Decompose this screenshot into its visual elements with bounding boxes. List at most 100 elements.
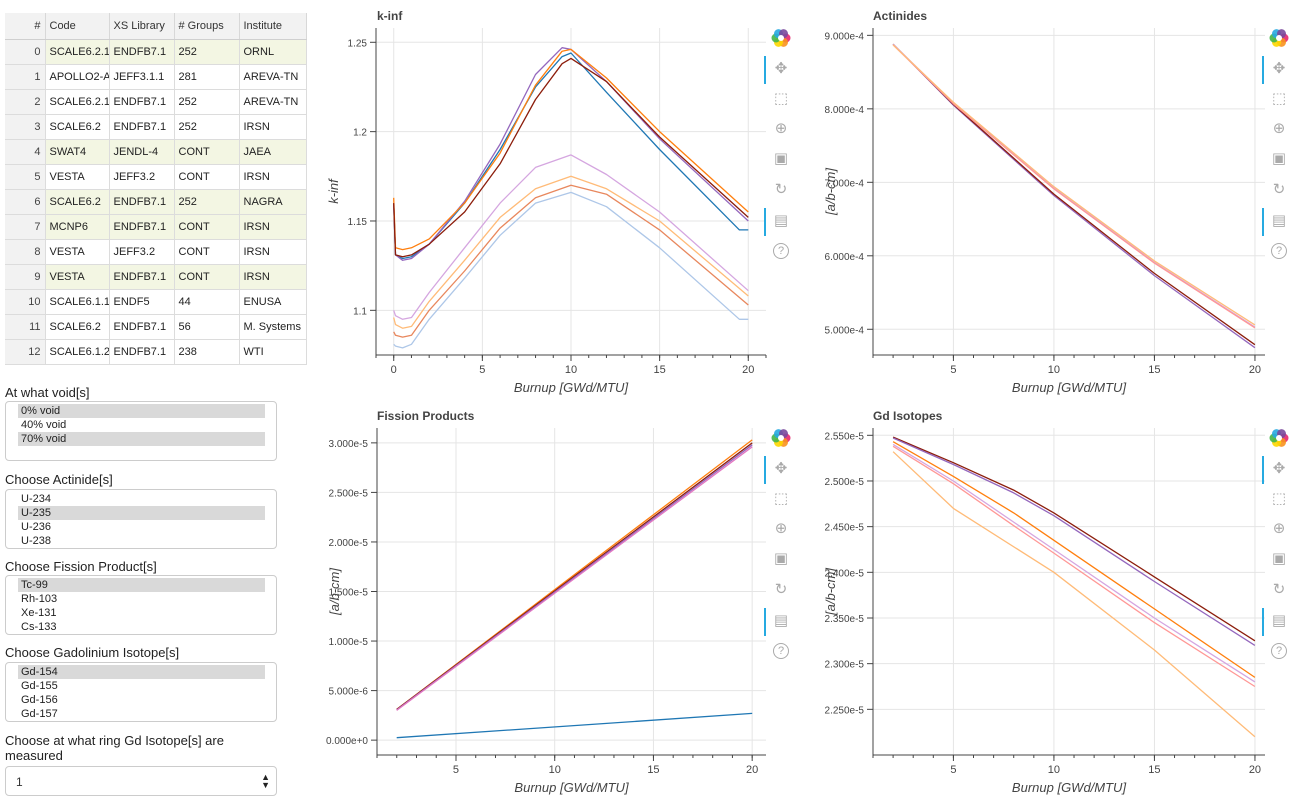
row-index-cell[interactable]: 10 xyxy=(5,289,46,315)
table-row[interactable]: 4 SWAT4 JENDL-4 CONT JAEA xyxy=(5,139,307,165)
institute-cell[interactable]: IRSN xyxy=(239,264,307,290)
groups-cell[interactable]: 44 xyxy=(174,289,240,315)
code-cell[interactable]: SCALE6.2.1 xyxy=(45,89,110,115)
groups-cell[interactable]: 281 xyxy=(174,64,240,90)
header-xs-library[interactable]: XS Library xyxy=(109,13,175,40)
code-cell[interactable]: SCALE6.2 xyxy=(45,114,110,140)
row-index-cell[interactable]: 2 xyxy=(5,89,46,115)
code-cell[interactable]: VESTA xyxy=(45,264,110,290)
row-index-cell[interactable]: 7 xyxy=(5,214,46,240)
institute-cell[interactable]: M. Systems xyxy=(239,314,307,340)
series-line[interactable] xyxy=(393,154,749,320)
wheel-zoom-icon[interactable]: ⊕ xyxy=(1272,120,1286,137)
box-zoom-icon[interactable]: ⬚ xyxy=(1271,90,1287,107)
table-row[interactable]: 12 SCALE6.1.2 ENDFB7.1 238 WTI xyxy=(5,339,307,365)
series-line[interactable] xyxy=(393,184,749,338)
institute-cell[interactable]: AREVA-TN xyxy=(239,89,307,115)
institute-cell[interactable]: ENUSA xyxy=(239,289,307,315)
table-row[interactable]: 1 APOLLO2-A JEFF3.1.1 281 AREVA-TN xyxy=(5,64,307,90)
code-cell[interactable]: VESTA xyxy=(45,164,110,190)
institute-cell[interactable]: JAEA xyxy=(239,139,307,165)
save-icon[interactable]: ▣ xyxy=(773,150,789,167)
series-line[interactable] xyxy=(892,451,1256,738)
xs-library-cell[interactable]: ENDFB7.1 xyxy=(109,189,175,215)
institute-cell[interactable]: WTI xyxy=(239,339,307,365)
pan-icon[interactable]: ✥ xyxy=(1262,456,1292,484)
ring-select[interactable]: 1 ▲ ▼ xyxy=(5,766,277,796)
box-zoom-icon[interactable]: ⬚ xyxy=(1271,490,1287,507)
code-cell[interactable]: MCNP6 xyxy=(45,214,110,240)
reset-icon[interactable]: ↻ xyxy=(774,181,788,198)
row-index-cell[interactable]: 12 xyxy=(5,339,46,365)
select-option[interactable]: U-236 xyxy=(21,521,51,533)
select-option[interactable]: Gd-154 xyxy=(18,665,265,679)
void-multiselect[interactable]: 0% void 40% void 70% void xyxy=(5,401,277,461)
select-option[interactable]: 70% void xyxy=(18,432,265,446)
select-option[interactable]: U-235 xyxy=(18,506,265,520)
code-cell[interactable]: SCALE6.2 xyxy=(45,189,110,215)
xs-library-cell[interactable]: JENDL-4 xyxy=(109,139,175,165)
hover-icon[interactable]: ▤ xyxy=(764,608,794,636)
box-zoom-icon[interactable]: ⬚ xyxy=(773,90,789,107)
groups-cell[interactable]: CONT xyxy=(174,264,240,290)
xs-library-cell[interactable]: JEFF3.2 xyxy=(109,164,175,190)
table-row[interactable]: 8 VESTA JEFF3.2 CONT IRSN xyxy=(5,239,307,265)
row-index-cell[interactable]: 8 xyxy=(5,239,46,265)
pan-icon[interactable]: ✥ xyxy=(764,456,794,484)
series-line[interactable] xyxy=(892,437,1256,646)
actinides-plot[interactable]: Actinides 5 10 15 20 5.000e-4 6.000e-4 7.000e-… xyxy=(796,0,1304,403)
help-icon[interactable]: ? xyxy=(1266,639,1292,663)
table-row[interactable]: 0 SCALE6.2.1 ENDFB7.1 252 ORNL xyxy=(5,39,307,65)
xs-library-cell[interactable]: JEFF3.1.1 xyxy=(109,64,175,90)
series-line[interactable] xyxy=(892,443,1256,683)
code-cell[interactable]: SCALE6.2.1 xyxy=(45,39,110,65)
series-line[interactable] xyxy=(892,43,1256,328)
pan-icon[interactable]: ✥ xyxy=(1262,56,1292,84)
actinide-multiselect[interactable]: U-234 U-235 U-236 U-238 xyxy=(5,489,277,549)
groups-cell[interactable]: CONT xyxy=(174,214,240,240)
help-icon[interactable]: ? xyxy=(1266,239,1292,263)
save-icon[interactable]: ▣ xyxy=(773,550,789,567)
series-line[interactable] xyxy=(393,175,749,329)
series-line[interactable] xyxy=(892,441,1256,678)
groups-cell[interactable]: 252 xyxy=(174,89,240,115)
series-line[interactable] xyxy=(892,445,1256,688)
xs-library-cell[interactable]: ENDFB7.1 xyxy=(109,264,175,290)
series-line[interactable] xyxy=(892,436,1256,642)
xs-library-cell[interactable]: ENDFB7.1 xyxy=(109,214,175,240)
save-icon[interactable]: ▣ xyxy=(1271,550,1287,567)
select-option[interactable]: Tc-99 xyxy=(18,578,265,592)
wheel-zoom-icon[interactable]: ⊕ xyxy=(1272,520,1286,537)
institute-cell[interactable]: ORNL xyxy=(239,39,307,65)
table-row[interactable]: 7 MCNP6 ENDFB7.1 CONT IRSN xyxy=(5,214,307,240)
reset-icon[interactable]: ↻ xyxy=(1272,581,1286,598)
groups-cell[interactable]: 252 xyxy=(174,114,240,140)
institute-cell[interactable]: AREVA-TN xyxy=(239,64,307,90)
fission-products-plot[interactable]: Fission Products 5 10 15 20 0.000e+0 5.000e-6… xyxy=(300,400,800,806)
row-index-cell[interactable]: 0 xyxy=(5,39,46,65)
row-index-cell[interactable]: 3 xyxy=(5,114,46,140)
code-cell[interactable]: SWAT4 xyxy=(45,139,110,165)
table-row[interactable]: 2 SCALE6.2.1 ENDFB7.1 252 AREVA-TN xyxy=(5,89,307,115)
xs-library-cell[interactable]: ENDF5 xyxy=(109,289,175,315)
help-icon[interactable]: ? xyxy=(768,639,794,663)
header-index[interactable]: # xyxy=(5,13,46,40)
gd-isotopes-plot[interactable]: Gd Isotopes 5 10 15 20 2.250e-5 2.300e-5 2.350… xyxy=(796,400,1304,806)
institute-cell[interactable]: IRSN xyxy=(239,114,307,140)
code-cell[interactable]: SCALE6.2 xyxy=(45,314,110,340)
select-option[interactable]: Xe-131 xyxy=(21,607,57,619)
code-cell[interactable]: SCALE6.1.2 xyxy=(45,339,110,365)
select-option[interactable]: Rh-103 xyxy=(21,593,58,605)
series-line[interactable] xyxy=(892,43,1256,346)
pan-icon[interactable]: ✥ xyxy=(764,56,794,84)
series-line[interactable] xyxy=(393,48,749,251)
series-line[interactable] xyxy=(892,44,1256,329)
institute-cell[interactable]: IRSN xyxy=(239,214,307,240)
series-line[interactable] xyxy=(396,446,753,711)
hover-icon[interactable]: ▤ xyxy=(764,208,794,236)
box-zoom-icon[interactable]: ⬚ xyxy=(773,490,789,507)
table-row[interactable]: 11 SCALE6.2 ENDFB7.1 56 M. Systems xyxy=(5,314,307,340)
institute-cell[interactable]: IRSN xyxy=(239,239,307,265)
header-code[interactable]: Code xyxy=(45,13,110,40)
xs-library-cell[interactable]: ENDFB7.1 xyxy=(109,89,175,115)
